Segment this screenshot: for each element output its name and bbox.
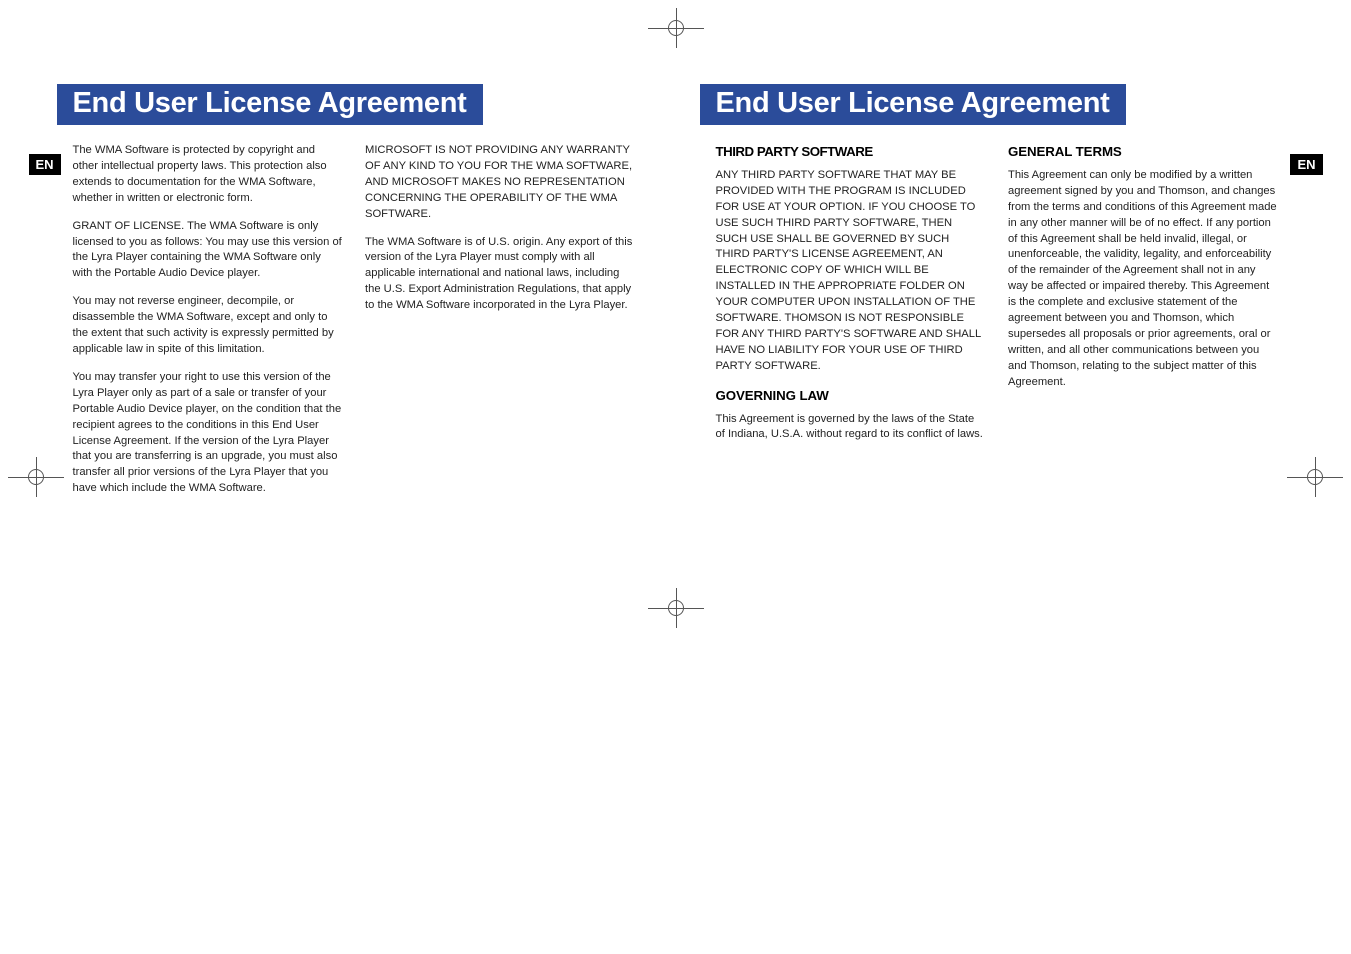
- governing-law-body: This Agreement is governed by the laws o…: [716, 412, 987, 444]
- document-spread: EN End User License Agreement The WMA So…: [28, 84, 1323, 509]
- no-reverse-engineer-paragraph: You may not reverse engineer, decompile,…: [73, 294, 344, 358]
- general-terms-body: This Agreement can only be modified by a…: [1008, 168, 1279, 391]
- page-left-columns: The WMA Software is protected by copyrig…: [57, 143, 652, 509]
- third-party-software-section: THIRD PARTY SOFTWARE ANY THIRD PARTY SOF…: [716, 143, 987, 375]
- page-left-col2: MICROSOFT IS NOT PROVIDING ANY WARRANTY …: [365, 143, 636, 509]
- export-origin-paragraph: The WMA Software is of U.S. origin. Any …: [365, 235, 636, 315]
- page-left-col1: The WMA Software is protected by copyrig…: [73, 143, 344, 509]
- page-right-columns: THIRD PARTY SOFTWARE ANY THIRD PARTY SOF…: [700, 143, 1295, 455]
- crop-mark-bottom: [648, 588, 704, 628]
- general-terms-heading: GENERAL TERMS: [1008, 143, 1279, 162]
- third-party-software-heading: THIRD PARTY SOFTWARE: [716, 143, 987, 162]
- governing-law-heading: GOVERNING LAW: [716, 387, 987, 406]
- transfer-rights-paragraph: You may transfer your right to use this …: [73, 370, 344, 497]
- page-right-title: End User License Agreement: [700, 84, 1126, 125]
- language-badge-right: EN: [1290, 154, 1322, 175]
- crop-mark-top: [648, 8, 704, 48]
- page-left: EN End User License Agreement The WMA So…: [57, 84, 652, 509]
- governing-law-section: GOVERNING LAW This Agreement is governed…: [716, 387, 987, 444]
- wma-copyright-paragraph: The WMA Software is protected by copyrig…: [73, 143, 344, 207]
- microsoft-warranty-paragraph: MICROSOFT IS NOT PROVIDING ANY WARRANTY …: [365, 143, 636, 223]
- language-badge-left: EN: [29, 154, 61, 175]
- grant-of-license-paragraph: GRANT OF LICENSE. The WMA Software is on…: [73, 219, 344, 283]
- third-party-software-body: ANY THIRD PARTY SOFTWARE THAT MAY BE PRO…: [716, 168, 987, 375]
- page-right: EN End User License Agreement THIRD PART…: [700, 84, 1295, 509]
- general-terms-section: GENERAL TERMS This Agreement can only be…: [1008, 143, 1279, 391]
- page-left-title: End User License Agreement: [57, 84, 483, 125]
- page-right-col2: GENERAL TERMS This Agreement can only be…: [1008, 143, 1279, 455]
- page-right-col1: THIRD PARTY SOFTWARE ANY THIRD PARTY SOF…: [716, 143, 987, 455]
